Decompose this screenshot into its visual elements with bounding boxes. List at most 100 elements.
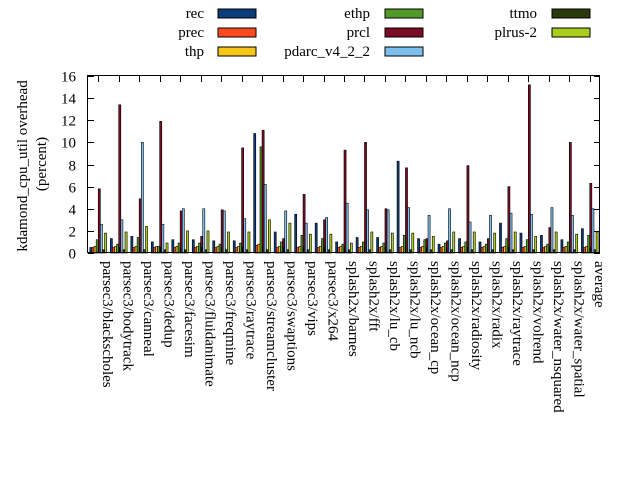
bar-pdarc_v4_2_2 (100, 223, 103, 254)
legend-swatch-rec (217, 8, 257, 19)
bar-plrus-2 (431, 236, 435, 254)
y-axis-label-line1: kdamond_cpu_util overhead (15, 80, 31, 252)
bar-pdarc_v4_2_2 (120, 219, 124, 254)
bar-plrus-2 (493, 232, 497, 254)
bar-plrus-2 (472, 231, 476, 254)
plot-frame (87, 75, 600, 253)
bar-rec (110, 238, 113, 254)
bar-pdarc_v4_2_2 (489, 215, 492, 254)
legend-swatch-pdarc_v4_2_2 (384, 46, 424, 57)
bar-pdarc_v4_2_2 (386, 209, 390, 254)
bar-pdarc_v4_2_2 (202, 208, 206, 254)
bar-plrus-2 (186, 230, 189, 254)
bar-rec (294, 213, 298, 254)
bar-ethp (218, 243, 222, 254)
x-tick-label: parsec3/canneal (140, 261, 156, 357)
x-tick-label: splash2x/radix (488, 261, 504, 349)
bar-plrus-2 (247, 231, 251, 254)
bar-plrus-2 (268, 219, 271, 254)
bar-rec (355, 237, 359, 254)
legend-label: pdarc_v4_2_2 (284, 44, 370, 60)
legend-label: ethp (344, 6, 370, 22)
bar-ethp (382, 242, 386, 254)
bar-rec (376, 237, 379, 254)
bar-plrus-2 (288, 222, 292, 254)
bar-pdarc_v4_2_2 (571, 215, 574, 254)
bar-rec (130, 236, 134, 254)
bar-plrus-2 (370, 231, 374, 254)
x-tick-label: parsec3/fluidanimate (202, 261, 218, 387)
bar-pdarc_v4_2_2 (366, 209, 369, 254)
bar-prcl (220, 209, 224, 254)
bar-ethp (587, 235, 591, 254)
bar-rec (232, 240, 236, 254)
legend-swatch-ttmo (551, 8, 591, 19)
bar-pdarc_v4_2_2 (530, 213, 533, 254)
bar-plrus-2 (329, 233, 333, 254)
bar-rec (560, 239, 564, 254)
bar-prec (255, 244, 259, 254)
y-tick-label: 14 (61, 92, 77, 108)
x-tick-label: parsec3/bodytrack (120, 261, 136, 371)
legend-swatch-prcl (384, 27, 424, 38)
bar-plrus-2 (411, 232, 415, 254)
x-tick-label: splash2x/barnes (345, 261, 361, 357)
bar-pdarc_v4_2_2 (509, 212, 513, 254)
x-tick-label: splash2x/ocean_ncp (447, 261, 463, 382)
bar-prcl (528, 84, 531, 254)
bar-plrus-2 (104, 232, 107, 254)
bar-plrus-2 (513, 231, 517, 254)
bar-pdarc_v4_2_2 (550, 207, 554, 254)
bar-plrus-2 (452, 231, 456, 254)
legend-label: plrus-2 (495, 25, 538, 41)
x-tick-label: parsec3/raytrace (243, 261, 259, 360)
bar-ethp (423, 239, 427, 254)
bar-rec (212, 240, 216, 254)
bar-rec (171, 239, 175, 254)
bar-pdarc_v4_2_2 (407, 207, 410, 254)
bar-prcl (302, 194, 306, 254)
bar-ethp (198, 242, 201, 254)
bar-prcl (384, 208, 388, 254)
bar-pdarc_v4_2_2 (325, 217, 329, 254)
bar-prcl (364, 142, 367, 254)
bar-rec (581, 228, 584, 254)
bar-plrus-2 (124, 231, 128, 254)
bar-rec (253, 133, 257, 254)
y-axis-label-line2: (percent) (34, 137, 50, 191)
legend-label: thp (185, 44, 204, 60)
bar-prcl (241, 147, 245, 254)
bar-prcl (589, 183, 593, 254)
y-tick-label: 4 (69, 203, 77, 219)
bar-rec (273, 231, 277, 254)
bar-plrus-2 (227, 231, 230, 254)
x-tick-label: parsec3/freqmine (222, 261, 238, 365)
bar-ethp (546, 243, 550, 254)
x-tick-label: parsec3/streamcluster (263, 261, 279, 391)
bar-pdarc_v4_2_2 (141, 142, 144, 254)
x-tick-label: splash2x/raytrace (509, 261, 525, 366)
bar-rec (478, 241, 482, 254)
x-tick-label: parsec3/vips (304, 261, 320, 336)
bar-plrus-2 (145, 226, 148, 254)
bar-rec (150, 241, 154, 254)
bar-plrus-2 (595, 231, 599, 254)
bar-ethp (566, 241, 570, 254)
bar-rec (417, 238, 420, 254)
bar-rec (458, 238, 461, 254)
x-tick-label: splash2x/lu_cb (386, 261, 402, 351)
bar-plrus-2 (206, 230, 210, 254)
bar-rec (437, 243, 441, 254)
bar-ethp (177, 242, 181, 254)
x-tick-label: splash2x/fft (366, 261, 382, 332)
bar-prcl (343, 149, 347, 254)
legend-label: prcl (347, 25, 370, 41)
bar-thp (257, 243, 261, 254)
legend: rec prec thp ethp prcl pdarc_v4_2_2 ttmo plrus-… (178, 6, 591, 60)
y-tick-label: 16 (61, 70, 77, 86)
bar-prcl (159, 121, 163, 254)
bar-plrus-2 (554, 231, 558, 254)
bar-prcl (97, 188, 101, 254)
bar-pdarc_v4_2_2 (304, 222, 308, 254)
